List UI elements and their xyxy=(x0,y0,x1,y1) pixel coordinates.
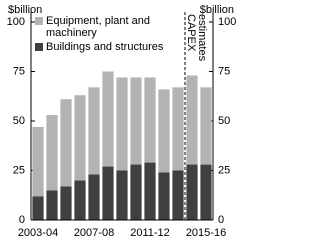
x-tick-label: 2011-12 xyxy=(130,227,170,239)
bar-segment xyxy=(102,166,114,220)
legend-swatch xyxy=(35,17,43,25)
bar-segment xyxy=(46,190,58,220)
bar-segment xyxy=(102,71,114,167)
x-tick-label: 2007-08 xyxy=(74,227,114,239)
bar-segment xyxy=(74,95,86,181)
bar-segment xyxy=(130,77,142,165)
y-tick-label: 0 xyxy=(19,214,25,226)
bar-segment xyxy=(144,162,156,220)
y2-tick-label: 100 xyxy=(218,16,236,28)
y-tick-label: 75 xyxy=(13,65,25,77)
bar-segment xyxy=(46,115,58,191)
y2-tick-label: 75 xyxy=(218,65,230,77)
bar-segment xyxy=(144,77,156,163)
y-tick-label: 100 xyxy=(7,16,25,28)
bar-segment xyxy=(186,164,198,220)
legend-label: Buildings and structures xyxy=(46,41,164,53)
legend-swatch xyxy=(35,43,43,51)
annotation: CAPEX xyxy=(185,14,197,52)
bar-segment xyxy=(116,170,128,220)
annotation: estimates xyxy=(196,14,208,62)
legend-label: Equipment, plant and machinery xyxy=(46,15,150,39)
y2-tick-label: 0 xyxy=(218,214,224,226)
chart: $billion $billion 0 25 50 75 100 0 25 50 75 100 20… xyxy=(7,4,237,239)
bar-segment xyxy=(32,126,44,197)
y-axis-label: $billion xyxy=(8,4,42,16)
bar-segment xyxy=(88,174,100,220)
x-tick-label: 2015-16 xyxy=(186,227,226,239)
bar-segment xyxy=(74,180,86,220)
bar-segment xyxy=(130,164,142,220)
bar-segment xyxy=(60,99,72,187)
y-tick-label: 50 xyxy=(13,115,25,127)
y-tick-label: 25 xyxy=(13,164,25,176)
bar-segment xyxy=(158,172,170,220)
bar-segment xyxy=(172,170,184,220)
bar-segment xyxy=(186,75,198,165)
y2-axis-label: $billion xyxy=(200,4,234,16)
y2-tick-label: 25 xyxy=(218,164,230,176)
bar-segment xyxy=(60,186,72,220)
bar-segment xyxy=(116,77,128,171)
y2-tick-label: 50 xyxy=(218,115,230,127)
bar-segment xyxy=(172,87,184,171)
bar-segment xyxy=(158,89,170,173)
bar-segment xyxy=(200,164,212,220)
bar-segment xyxy=(32,196,44,220)
bar-segment xyxy=(88,87,100,175)
x-tick-label: 2003-04 xyxy=(18,227,58,239)
bar-segment xyxy=(200,87,212,165)
